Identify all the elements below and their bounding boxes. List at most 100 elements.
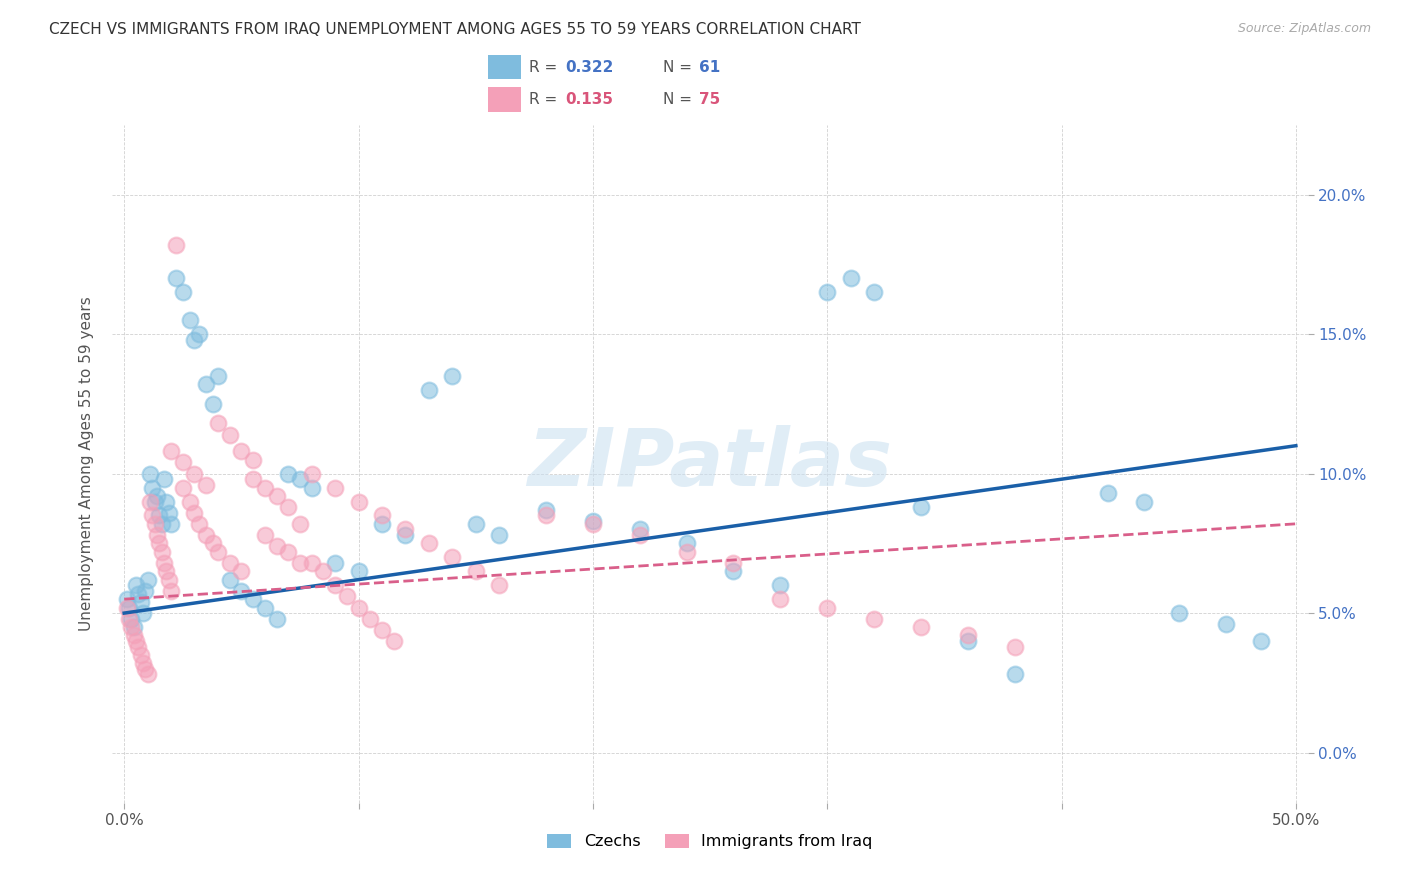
Point xyxy=(148,536,170,550)
Point xyxy=(120,612,142,626)
Point xyxy=(188,327,211,342)
Point xyxy=(150,545,173,559)
Text: R =: R = xyxy=(529,60,562,75)
Point xyxy=(488,528,510,542)
Y-axis label: Unemployment Among Ages 55 to 59 years: Unemployment Among Ages 55 to 59 years xyxy=(79,296,94,632)
Point xyxy=(1250,634,1272,648)
Point xyxy=(183,333,205,347)
Point xyxy=(231,444,253,458)
Point xyxy=(202,536,225,550)
Point xyxy=(675,536,697,550)
Point xyxy=(155,494,177,508)
Point xyxy=(183,467,205,481)
Point xyxy=(815,600,838,615)
Point xyxy=(628,528,651,542)
Point xyxy=(628,522,651,536)
Point xyxy=(202,397,225,411)
Text: CZECH VS IMMIGRANTS FROM IRAQ UNEMPLOYMENT AMONG AGES 55 TO 59 YEARS CORRELATION: CZECH VS IMMIGRANTS FROM IRAQ UNEMPLOYME… xyxy=(49,22,860,37)
Point xyxy=(371,623,394,637)
Point xyxy=(242,472,264,486)
Point xyxy=(207,417,229,431)
Point xyxy=(129,648,152,662)
Point xyxy=(122,620,145,634)
Point xyxy=(179,313,201,327)
Point xyxy=(371,516,394,531)
Point xyxy=(136,667,159,681)
Point xyxy=(418,536,440,550)
Point xyxy=(301,556,323,570)
Point xyxy=(464,516,486,531)
Bar xyxy=(488,87,522,112)
Text: N =: N = xyxy=(664,60,697,75)
Point xyxy=(723,556,745,570)
Point xyxy=(675,545,697,559)
Point xyxy=(394,522,416,536)
Point xyxy=(129,595,152,609)
Point xyxy=(127,586,149,600)
Text: 0.135: 0.135 xyxy=(565,93,613,107)
Point xyxy=(188,516,211,531)
Point xyxy=(160,516,183,531)
Point xyxy=(183,506,205,520)
Point xyxy=(359,612,381,626)
Point xyxy=(153,472,176,486)
Point xyxy=(323,556,346,570)
Point xyxy=(218,573,240,587)
Point xyxy=(347,494,370,508)
Point xyxy=(132,606,155,620)
Point xyxy=(115,592,138,607)
Point xyxy=(155,564,177,578)
Point xyxy=(371,508,394,523)
Point xyxy=(115,600,138,615)
Text: 61: 61 xyxy=(699,60,721,75)
Point xyxy=(231,564,253,578)
Point xyxy=(231,583,253,598)
Point xyxy=(179,494,201,508)
Point xyxy=(141,481,163,495)
Point xyxy=(266,539,288,553)
Point xyxy=(815,285,838,300)
Point xyxy=(253,481,276,495)
Point xyxy=(253,528,276,542)
Point xyxy=(165,237,187,252)
Point xyxy=(441,550,464,565)
Point xyxy=(336,590,359,604)
Point xyxy=(266,612,288,626)
Point xyxy=(910,500,932,514)
Point xyxy=(165,271,187,285)
Point xyxy=(323,481,346,495)
Point xyxy=(157,506,180,520)
Point xyxy=(195,377,218,392)
Point xyxy=(153,556,176,570)
Point xyxy=(118,612,141,626)
Point xyxy=(301,481,323,495)
Point xyxy=(139,494,162,508)
Point xyxy=(160,583,183,598)
Point xyxy=(910,620,932,634)
Text: 0.322: 0.322 xyxy=(565,60,614,75)
Bar xyxy=(488,54,522,79)
Point xyxy=(582,514,605,528)
Point xyxy=(218,427,240,442)
Point xyxy=(125,578,148,592)
Point xyxy=(769,578,792,592)
Point xyxy=(769,592,792,607)
Point xyxy=(441,368,464,383)
Point xyxy=(125,634,148,648)
Point xyxy=(1167,606,1189,620)
Point xyxy=(127,640,149,654)
Point xyxy=(172,285,194,300)
Point xyxy=(288,556,311,570)
Point xyxy=(148,508,170,523)
Point xyxy=(382,634,405,648)
Point xyxy=(1215,617,1237,632)
Point xyxy=(277,500,299,514)
Point xyxy=(207,545,229,559)
Point xyxy=(394,528,416,542)
Point xyxy=(242,452,264,467)
Point xyxy=(288,472,311,486)
Point xyxy=(1097,486,1119,500)
Point xyxy=(120,620,142,634)
Point xyxy=(266,489,288,503)
Text: Source: ZipAtlas.com: Source: ZipAtlas.com xyxy=(1237,22,1371,36)
